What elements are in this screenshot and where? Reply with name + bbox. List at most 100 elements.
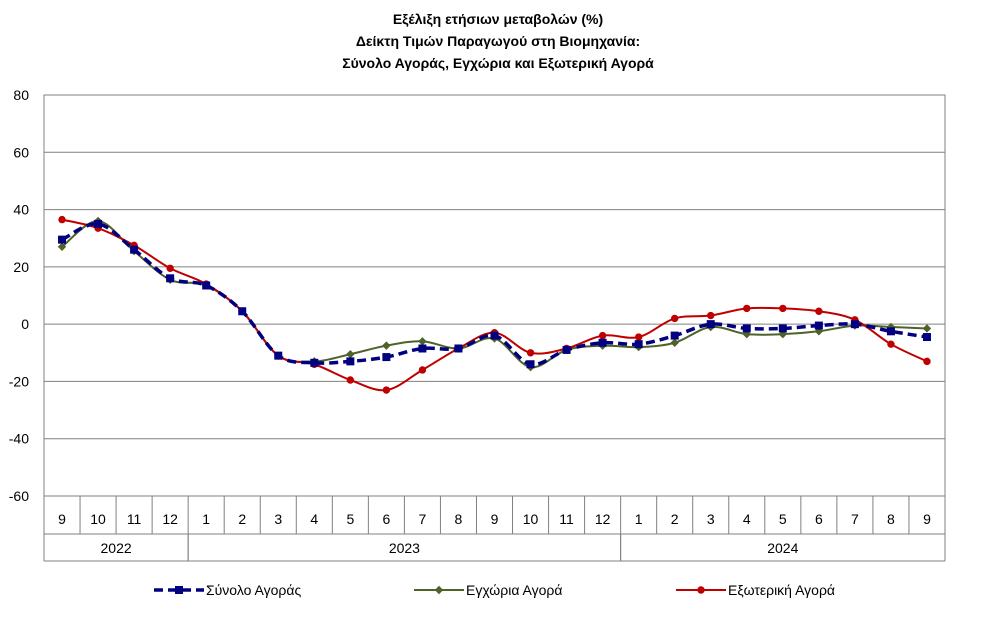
data-point-1 [130, 245, 139, 254]
legend: Σύνολο Αγοράς Εγχώρια Αγορά Εξωτερική Αγορ… [154, 582, 835, 598]
series-1 [58, 219, 931, 369]
x-tick-label: 5 [779, 511, 787, 527]
data-point-3 [382, 386, 391, 394]
x-tick-label: 7 [419, 511, 427, 527]
legend-label: Εγχώρια Αγορά [466, 582, 562, 598]
series-2 [57, 216, 932, 372]
data-point-1 [778, 324, 787, 333]
legend-label: Εξωτερική Αγορά [728, 582, 835, 598]
data-point-2 [670, 338, 679, 347]
data-point-1 [598, 338, 607, 347]
y-tick-label: -60 [9, 488, 29, 504]
data-point-3 [598, 331, 607, 340]
x-tick-label: 3 [274, 511, 282, 527]
data-point-2 [418, 337, 427, 346]
year-label-2022: 2022 [101, 540, 132, 556]
y-tick-label: 80 [13, 87, 29, 103]
y-tick-label: -40 [9, 431, 29, 447]
x-tick-label: 4 [310, 511, 318, 527]
data-point-3 [346, 376, 355, 384]
x-tick-label: 7 [851, 511, 859, 527]
series-3 [58, 215, 931, 394]
series-line-1 [61, 222, 928, 367]
y-tick-label: 0 [21, 316, 29, 332]
legend-swatch-marker [434, 585, 444, 595]
chart-title: Εξέλιξη ετήσιων μεταβολών (%) Δείκτη Τιμ… [0, 8, 996, 74]
legend-label: Σύνολο Αγοράς [206, 582, 301, 598]
data-point-1 [202, 281, 211, 290]
x-tick-label: 5 [346, 511, 354, 527]
x-tick-label: 12 [162, 511, 178, 527]
data-point-3 [815, 307, 823, 315]
data-point-1 [310, 358, 319, 367]
data-point-3 [707, 311, 715, 320]
data-point-1 [58, 235, 67, 244]
data-point-3 [526, 349, 535, 357]
x-tick-label: 4 [743, 511, 751, 527]
x-tick-label: 2 [238, 511, 246, 527]
x-tick-label: 10 [90, 511, 106, 527]
series-lines [57, 215, 932, 394]
x-tick-label: 1 [635, 511, 643, 527]
data-point-1 [814, 321, 823, 330]
data-point-1 [670, 331, 679, 340]
year-label-2023: 2023 [389, 540, 420, 556]
data-point-1 [922, 333, 931, 342]
chart-title-line-2: Δείκτη Τιμών Παραγωγού στη Βιομηχανία: [355, 33, 641, 49]
data-point-1 [634, 340, 643, 349]
data-point-2 [922, 324, 932, 333]
year-label-2024: 2024 [767, 540, 798, 556]
data-point-3 [671, 314, 679, 323]
data-point-1 [382, 353, 391, 362]
series-line-2 [61, 220, 928, 369]
x-tick-label: 1 [202, 511, 210, 527]
x-tick-label: 8 [455, 511, 463, 527]
legend-swatch-marker [175, 586, 183, 594]
data-point-3 [58, 215, 66, 224]
series-line-3 [61, 218, 928, 392]
data-point-2 [382, 341, 391, 350]
data-point-1 [274, 351, 283, 360]
y-tick-label: -20 [9, 373, 29, 389]
plot-border [43, 94, 946, 497]
x-tick-label: 9 [491, 511, 499, 527]
x-tick-label: 9 [923, 511, 931, 527]
chart-title-line-1: Εξέλιξη ετήσιων μεταβολών (%) [392, 11, 604, 27]
y-tick-label: 40 [13, 202, 29, 218]
legend-item-2: Εγχώρια Αγορά [414, 582, 562, 598]
data-point-1 [454, 344, 463, 353]
data-point-3 [887, 340, 895, 348]
data-point-3 [743, 304, 751, 313]
chart-title-line-3: Σύνολο Αγοράς, Εγχώρια και Εξωτερική Αγο… [342, 55, 654, 71]
data-point-3 [779, 304, 787, 313]
x-tick-label: 2 [671, 511, 679, 527]
x-tick-label: 8 [887, 511, 895, 527]
data-point-3 [923, 357, 931, 366]
x-tick-label: 11 [559, 511, 574, 527]
data-point-3 [634, 333, 643, 341]
data-point-1 [94, 219, 103, 228]
x-tick-label: 6 [815, 511, 823, 527]
grid-lines [44, 94, 945, 497]
x-tick-label: 3 [707, 511, 715, 527]
x-tick-label: 6 [382, 511, 390, 527]
data-point-1 [886, 327, 895, 336]
data-point-1 [346, 357, 355, 366]
x-tick-label: 11 [127, 511, 142, 527]
y-tick-label: 20 [13, 259, 29, 275]
y-tick-label: 60 [13, 144, 29, 160]
data-point-1 [850, 320, 859, 329]
data-point-3 [418, 366, 427, 374]
data-point-2 [57, 242, 67, 252]
data-point-1 [418, 344, 427, 353]
data-point-1 [706, 320, 715, 329]
legend-item-1: Σύνολο Αγοράς [154, 582, 301, 598]
data-point-2 [346, 350, 355, 359]
x-tick-label: 9 [58, 511, 66, 527]
data-point-1 [742, 324, 751, 333]
x-tick-label: 12 [595, 511, 611, 527]
data-point-1 [238, 307, 247, 316]
data-point-1 [526, 360, 535, 369]
